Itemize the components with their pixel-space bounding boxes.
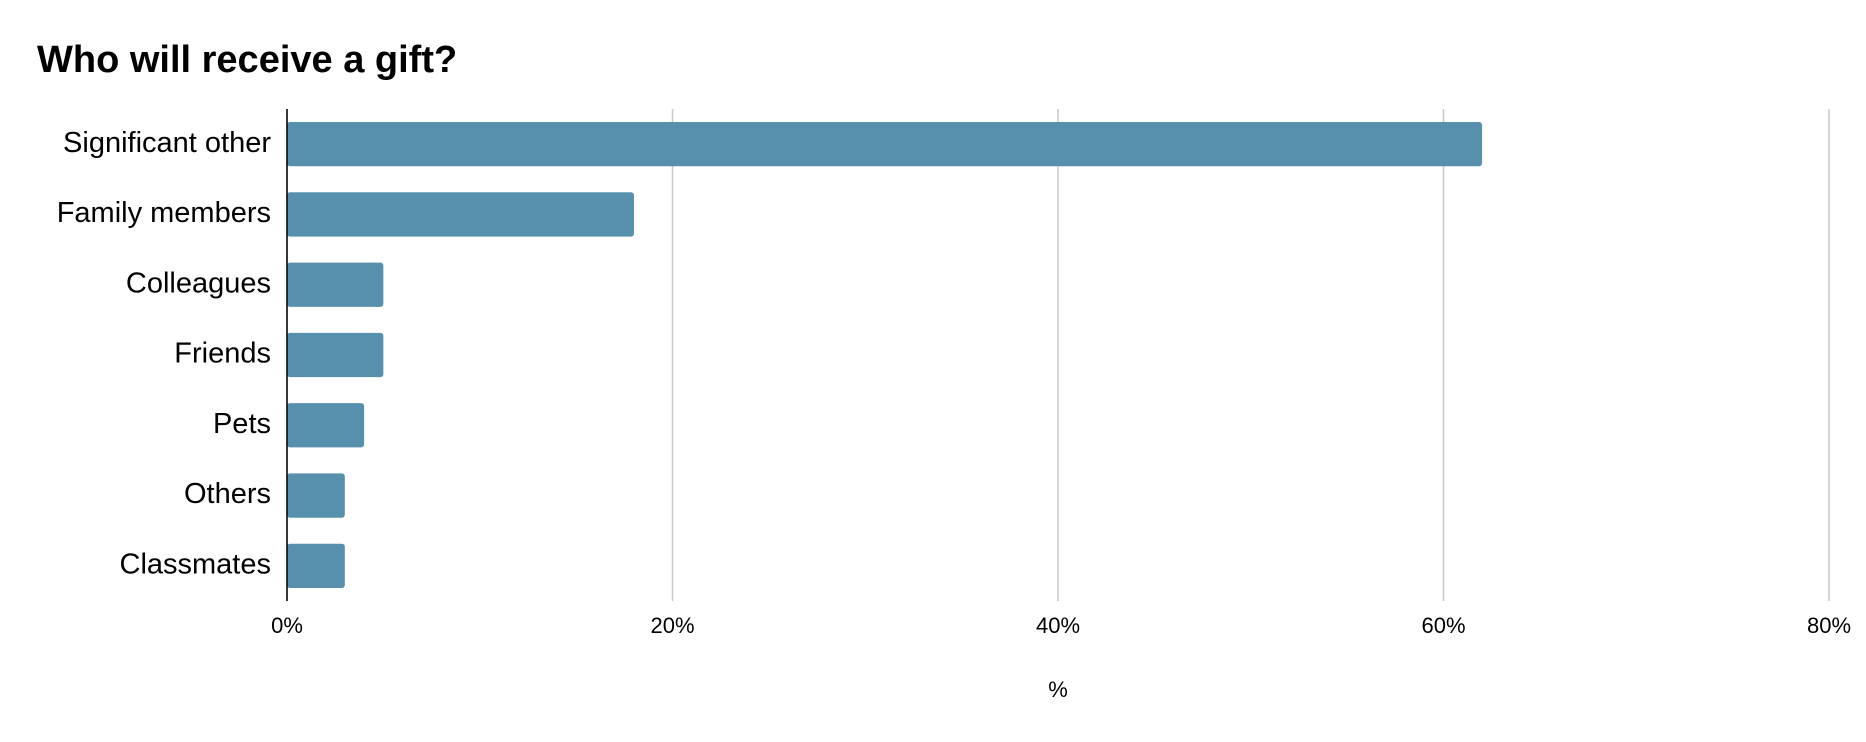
- y-tick-label: Colleagues: [126, 267, 271, 299]
- y-tick-label: Classmates: [120, 549, 272, 581]
- y-tick-label: Family members: [57, 197, 271, 229]
- y-tick-label: Pets: [213, 408, 271, 440]
- bar: [287, 192, 634, 237]
- bar: [287, 332, 384, 378]
- x-tick-label: 20%: [650, 613, 694, 638]
- x-tick-label: 80%: [1807, 613, 1851, 638]
- x-tick-label: 60%: [1421, 613, 1465, 638]
- y-tick-label: Significant other: [63, 127, 271, 159]
- bar: [287, 403, 365, 448]
- x-tick-label: 0%: [271, 613, 303, 638]
- y-tick-label: Friends: [174, 338, 271, 370]
- bar: [287, 262, 384, 307]
- bar: [287, 543, 345, 588]
- y-tick-label: Others: [184, 478, 271, 510]
- bar: [287, 473, 345, 518]
- bar: [287, 122, 1483, 167]
- x-axis-label: %: [1048, 677, 1068, 702]
- chart-title: Who will receive a gift?: [37, 39, 457, 81]
- x-tick-label: 40%: [1036, 613, 1080, 638]
